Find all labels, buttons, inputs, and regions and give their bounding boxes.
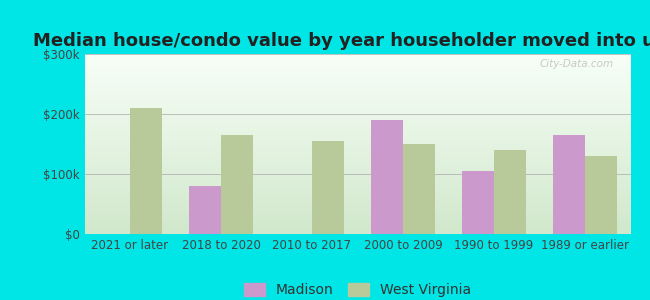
Bar <box>494 150 526 234</box>
Text: City-Data.com: City-Data.com <box>540 59 614 69</box>
Bar <box>403 144 435 234</box>
Bar <box>371 120 403 234</box>
Bar <box>189 186 221 234</box>
Bar <box>312 141 344 234</box>
Bar <box>130 108 162 234</box>
Bar <box>462 171 494 234</box>
Bar <box>221 135 253 234</box>
Legend: Madison, West Virginia: Madison, West Virginia <box>239 278 476 300</box>
Bar <box>585 156 617 234</box>
Title: Median house/condo value by year householder moved into unit: Median house/condo value by year househo… <box>32 32 650 50</box>
Bar <box>553 135 585 234</box>
